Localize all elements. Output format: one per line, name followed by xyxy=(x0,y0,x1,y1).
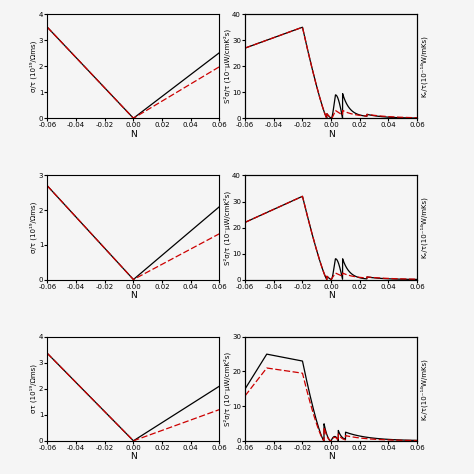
X-axis label: N: N xyxy=(328,130,335,139)
Y-axis label: Kₑ/τ(10⁻¹⁴W/mKs): Kₑ/τ(10⁻¹⁴W/mKs) xyxy=(420,358,428,420)
Y-axis label: Kₑ/τ(10⁻¹⁴W/mKs): Kₑ/τ(10⁻¹⁴W/mKs) xyxy=(420,35,428,97)
Y-axis label: S²σ/τ (10⁻µW/cmK²s): S²σ/τ (10⁻µW/cmK²s) xyxy=(223,191,231,264)
X-axis label: N: N xyxy=(328,291,335,300)
Y-axis label: Kₑ/τ(10⁻¹⁴W/mKs): Kₑ/τ(10⁻¹⁴W/mKs) xyxy=(420,197,428,258)
Y-axis label: S²σ/τ (10⁻µW/cmK²s): S²σ/τ (10⁻µW/cmK²s) xyxy=(223,29,231,103)
Y-axis label: σ/τ (10¹⁹/Ωms): σ/τ (10¹⁹/Ωms) xyxy=(30,41,37,92)
X-axis label: N: N xyxy=(130,130,137,139)
X-axis label: N: N xyxy=(328,452,335,461)
Y-axis label: σ/τ (10¹⁹/Ωms): σ/τ (10¹⁹/Ωms) xyxy=(30,202,37,253)
X-axis label: N: N xyxy=(130,291,137,300)
Y-axis label: στ (10¹⁹/Ωms): στ (10¹⁹/Ωms) xyxy=(30,365,37,413)
X-axis label: N: N xyxy=(130,452,137,461)
Y-axis label: S²σ/τ (10⁻µW/cmK²s): S²σ/τ (10⁻µW/cmK²s) xyxy=(223,352,231,426)
